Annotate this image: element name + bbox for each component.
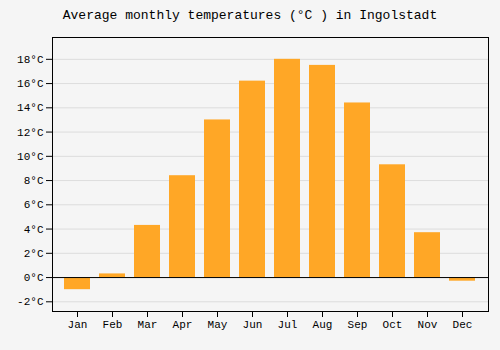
svg-text:Mar: Mar bbox=[138, 319, 158, 331]
svg-text:Jun: Jun bbox=[243, 319, 263, 331]
svg-text:12°C: 12°C bbox=[17, 127, 44, 139]
svg-text:Aug: Aug bbox=[313, 319, 333, 331]
svg-text:6°C: 6°C bbox=[24, 199, 44, 211]
svg-text:Jul: Jul bbox=[278, 319, 298, 331]
svg-text:Feb: Feb bbox=[103, 319, 123, 331]
svg-text:Apr: Apr bbox=[173, 319, 193, 331]
svg-text:Oct: Oct bbox=[383, 319, 403, 331]
svg-text:2°C: 2°C bbox=[24, 248, 44, 260]
svg-text:4°C: 4°C bbox=[24, 224, 44, 236]
svg-text:0°C: 0°C bbox=[24, 272, 44, 284]
svg-text:10°C: 10°C bbox=[17, 151, 44, 163]
svg-text:May: May bbox=[208, 319, 228, 331]
svg-text:18°C: 18°C bbox=[17, 54, 44, 66]
svg-text:8°C: 8°C bbox=[24, 175, 44, 187]
svg-text:16°C: 16°C bbox=[17, 78, 44, 90]
svg-text:14°C: 14°C bbox=[17, 102, 44, 114]
svg-text:Dec: Dec bbox=[453, 319, 473, 331]
svg-text:Sep: Sep bbox=[348, 319, 368, 331]
html-text:Average monthly temperatures (: Average monthly temperatures (°C ) in In… bbox=[62, 8, 438, 23]
svg-text:-2°C: -2°C bbox=[17, 296, 44, 308]
svg-text:Jan: Jan bbox=[68, 319, 88, 331]
svg-text:Nov: Nov bbox=[418, 319, 438, 331]
